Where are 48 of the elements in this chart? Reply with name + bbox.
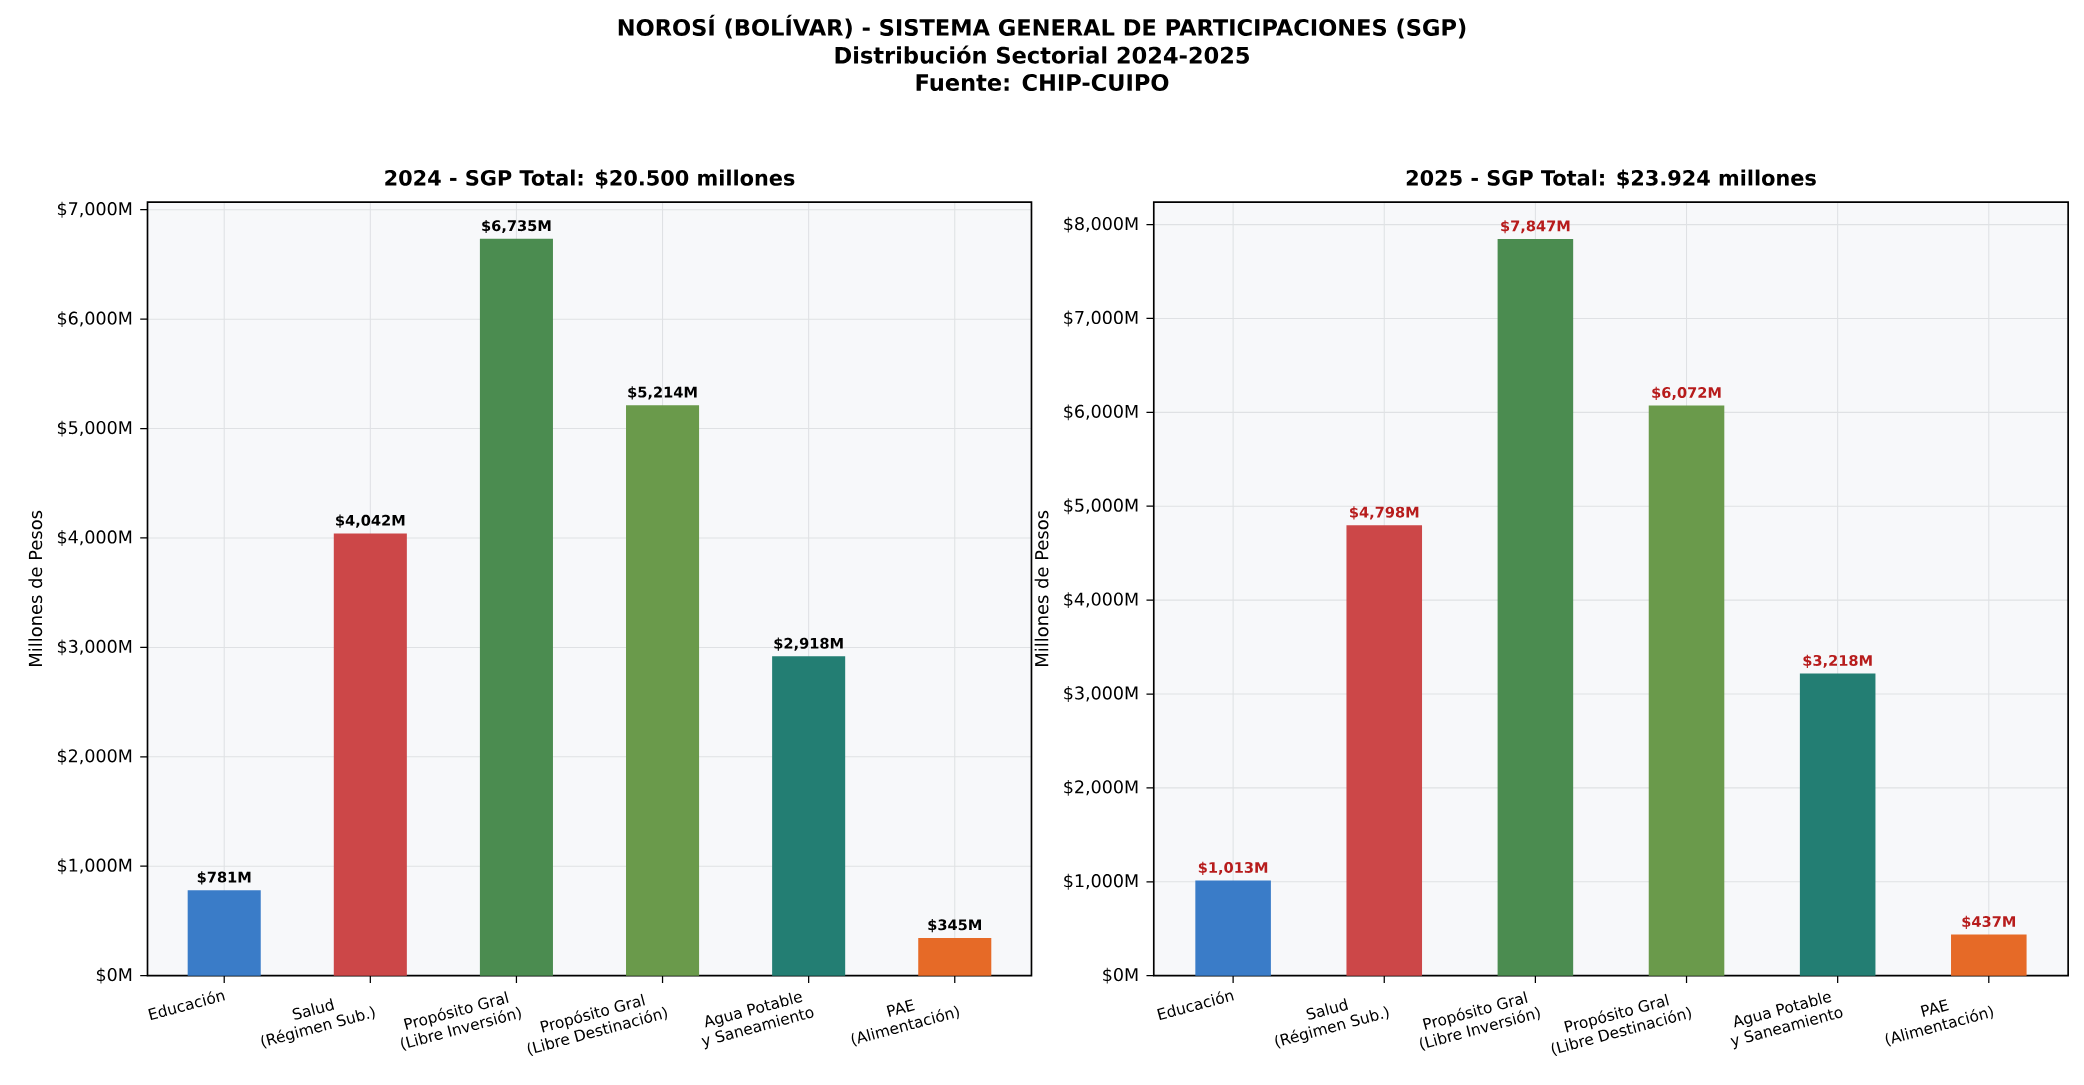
y-tick-label: $1,000M [1064,874,1138,890]
y-tick-label: $1,000M [57,858,132,875]
data-label: $1,013M [1198,861,1268,876]
bar [1799,673,1876,976]
bar [772,656,846,976]
y-tick-label: $5,000M [57,420,132,437]
chart-title: 2024 - SGP Total: $20.500 millones [385,169,795,189]
y-tick-label: $3,000M [57,639,132,656]
data-label: $345M [928,919,981,933]
data-label: $4,798M [1350,506,1419,520]
bar [1648,405,1725,976]
bar [626,405,700,976]
y-tick-label: $7,000M [57,202,132,218]
bar [1346,525,1423,976]
bar [333,533,407,976]
bar [918,938,992,976]
text: Distribución Sectorial 2024-2025 [835,45,1249,64]
bar [187,890,261,976]
y-tick-label: $0M [1103,967,1138,984]
y-tick-label: $7,000M [1064,310,1138,327]
data-label: $4,042M [336,514,405,528]
data-label: $6,072M [1652,386,1721,401]
y-axis-title: Millones de Pesos [1034,511,1049,667]
y-tick-label: $2,000M [57,749,132,765]
y-tick-label: $6,000M [57,311,132,328]
data-label: $7,847M [1501,220,1570,234]
bar [479,238,553,976]
y-tick-label: $8,000M [1064,216,1138,233]
y-tick-label: $4,000M [1064,592,1138,609]
y-tick-label: $2,000M [1064,780,1138,797]
data-label: $437M [1962,915,2016,930]
data-label: $781M [197,871,251,885]
data-label: $6,735M [482,220,551,234]
chart-title: 2025 - SGP Total: $23.924 millones [1406,169,1816,189]
y-tick-label: $5,000M [1064,498,1138,515]
data-label: $2,918M [774,637,843,651]
bar [1195,880,1271,976]
text: NOROSÍ (BOLÍVAR) - SISTEMA GENERAL DE PARTICIPACIONES (SGP) [618,14,1466,39]
data-label: $5,214M [628,386,697,400]
y-tick-label: $0M [96,967,132,984]
data-label: $3,218M [1803,654,1872,669]
y-axis-title: Millones de Pesos [28,511,43,667]
y-tick-label: $3,000M [1064,686,1138,703]
bar [1497,239,1574,976]
source-note: Fuente: CHIP-CUIPO [916,74,1169,92]
y-tick-label: $4,000M [57,530,132,547]
y-tick-label: $6,000M [1064,404,1138,421]
bar [1951,934,2027,976]
